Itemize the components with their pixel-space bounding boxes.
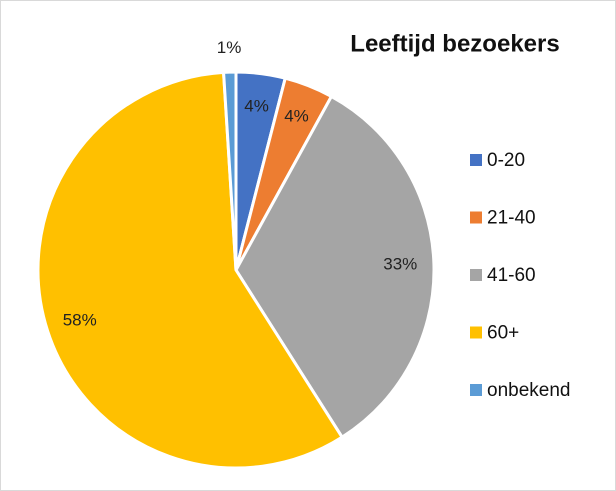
legend-swatch [470, 384, 482, 396]
legend-label: 0-20 [487, 150, 525, 171]
value-label: 1% [217, 38, 242, 57]
value-label: 33% [383, 254, 417, 273]
chart-title: Leeftijd bezoekers [350, 30, 559, 57]
legend-swatch [470, 211, 482, 224]
value-label: 4% [244, 96, 269, 115]
pie-slice [36, 70, 345, 470]
legend-label: 21-40 [487, 208, 536, 229]
value-label: 58% [63, 310, 97, 329]
legend-swatch [470, 154, 482, 166]
legend-label: onbekend [487, 380, 570, 401]
legend-label: 60+ [487, 323, 519, 344]
legend-label: 41-60 [487, 265, 536, 286]
pie-slice [221, 70, 238, 271]
pie-slice [234, 94, 436, 440]
value-label: 4% [284, 107, 309, 126]
legend-swatch [470, 269, 482, 281]
legend-swatch [470, 326, 482, 339]
